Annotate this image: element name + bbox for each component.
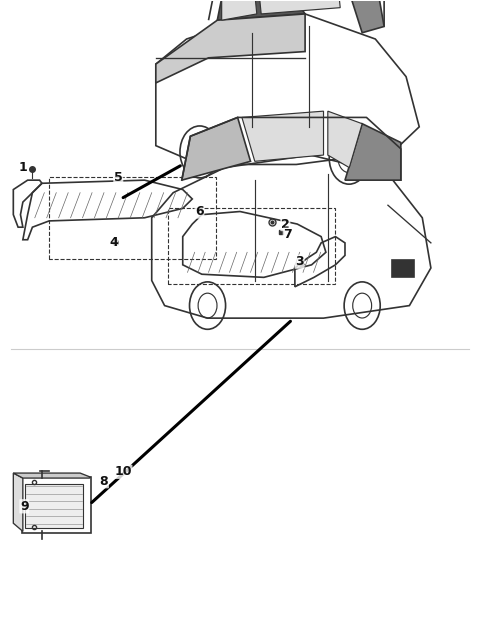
- Text: 1: 1: [19, 161, 27, 174]
- Polygon shape: [217, 0, 305, 20]
- Polygon shape: [340, 0, 384, 33]
- Polygon shape: [345, 123, 401, 180]
- Text: 7: 7: [283, 228, 292, 241]
- Polygon shape: [156, 14, 305, 83]
- Text: 6: 6: [195, 205, 204, 218]
- Text: 5: 5: [114, 171, 123, 183]
- Polygon shape: [13, 473, 23, 531]
- Text: 2: 2: [281, 217, 290, 231]
- Text: 8: 8: [100, 475, 108, 488]
- Text: 4: 4: [109, 236, 118, 249]
- Polygon shape: [222, 0, 257, 20]
- FancyBboxPatch shape: [392, 260, 414, 277]
- Text: 10: 10: [114, 466, 132, 478]
- Text: 3: 3: [295, 255, 304, 268]
- FancyBboxPatch shape: [25, 484, 83, 529]
- Polygon shape: [257, 0, 340, 14]
- Polygon shape: [13, 473, 90, 478]
- Polygon shape: [242, 111, 324, 161]
- Polygon shape: [182, 117, 251, 180]
- Polygon shape: [328, 111, 362, 168]
- Text: 9: 9: [20, 500, 29, 513]
